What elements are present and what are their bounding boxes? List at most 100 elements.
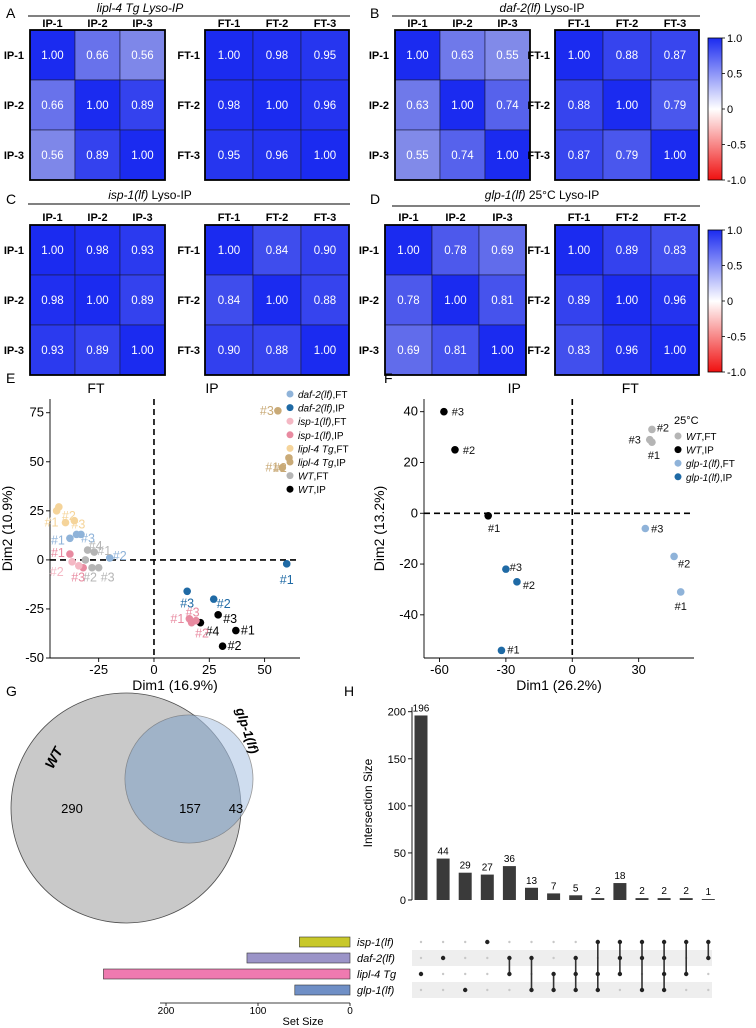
- heatmap-a-ft-cell-3-3: [300, 129, 350, 181]
- plot-e-point: [282, 560, 291, 568]
- heatmap-b-ft-value-1-2: 0.88: [616, 50, 638, 62]
- plot-e-legend-marker: [286, 485, 294, 493]
- upset-matrix-dot: [485, 939, 490, 945]
- heatmap-b-ft-col-label-3: FT-3: [664, 18, 687, 30]
- upset-matrix-dot: [684, 939, 689, 945]
- heatmap-a-ft-cell-1-2: [252, 29, 302, 81]
- heatmap-c-ft-row-label-3: FT-3: [177, 345, 200, 357]
- heatmap-a-ft: 1.00 0.98 0.95 0.98 1.00 0.96 0.95 0.96 1.00 FT-1…: [177, 18, 350, 181]
- heatmap-a-ip-col-label-3: IP-3: [132, 18, 152, 30]
- upset-matrix-empty-dot: [618, 988, 622, 992]
- upset-bar: [480, 874, 494, 900]
- upset-matrix-dot: [529, 987, 534, 993]
- heatmap-d-ip-row-label-3: IP-3: [359, 345, 379, 357]
- heatmap-b-ft-border: [554, 29, 700, 181]
- plot-e-legend-suffix: ,IP: [331, 431, 344, 442]
- plot-e-y-axis-label: Dim2 (10.9%): [0, 486, 15, 572]
- heatmap-b-ip-cell-1-2: [439, 29, 486, 81]
- plot-e-point: [90, 548, 99, 556]
- upset-matrix-empty-dot: [707, 988, 710, 992]
- plot-e-point: [52, 507, 61, 515]
- heatmap-a-ft-col-label-3: FT-3: [314, 18, 337, 30]
- upset-matrix-dot: [661, 971, 667, 977]
- upset-matrix-empty-dot: [419, 988, 423, 992]
- upset-matrix-dot: [661, 987, 667, 993]
- cb2-tick-label: 1.0: [727, 225, 742, 237]
- plot-e-point-label: #2: [217, 597, 231, 611]
- plot-f-point: [497, 646, 506, 655]
- heatmap-b-ft-row-label-3: FT-3: [527, 150, 550, 162]
- upset-set-size-bar: [294, 984, 351, 996]
- heatmap-b-ip-row-label-1: IP-1: [369, 50, 389, 62]
- heatmap-a-ft-col-label-2: FT-2: [266, 18, 289, 30]
- heatmap-d-ft: 1.00 0.89 0.83 0.89 1.00 0.96 0.83 0.96 1.00 FT-1…: [527, 212, 700, 376]
- heatmap-a-ft-cell-2-3: [300, 79, 350, 131]
- heatmap-c-ip-value-2-2: 1.00: [86, 295, 108, 307]
- plot-e-point: [68, 558, 76, 566]
- heatmap-b-ft-row-label-1: FT-1: [527, 50, 550, 62]
- plot-f-x-tick-label: 30: [631, 662, 645, 677]
- plot-e-point: [66, 550, 74, 558]
- upset-matrix-dot: [507, 955, 512, 961]
- heatmap-d-ip-value-1-2: 0.78: [444, 245, 466, 257]
- cb2-tick-label: -0.5: [727, 332, 746, 344]
- panel-b-title-gene: daf-2(lf): [500, 1, 541, 15]
- upset-set-size-label: Set Size: [283, 1016, 324, 1028]
- plot-e-legend-entry: WT,FT: [298, 472, 329, 483]
- heatmap-c-ft-value-2-2: 1.00: [266, 295, 288, 307]
- heatmap-d-ft-cell-3-1: [554, 324, 604, 376]
- heatmap-b-ip-col-label-3: IP-3: [497, 18, 517, 30]
- plot-e-point: [209, 595, 218, 603]
- plot-f-legend-name: WT: [686, 446, 702, 457]
- upset-matrix-empty-dot: [707, 972, 710, 976]
- plot-f-y-tick-label: -20: [399, 556, 418, 571]
- upset-set-name: daf-2(lf): [357, 953, 395, 965]
- heatmap-b-ip-value-2-3: 0.74: [496, 100, 519, 112]
- plot-e-legend-entry: daf-2(lf),FT: [298, 390, 347, 401]
- heatmap-c-ft-cell-2-1: [204, 274, 254, 326]
- plot-e-legend-name: isp-1(lf): [298, 417, 331, 428]
- upset-matrix-empty-dot: [419, 956, 423, 960]
- heatmap-a-ip-col-label-2: IP-2: [87, 18, 107, 30]
- upset-bar-value: 196: [413, 703, 430, 714]
- heatmap-b-ft-value-3-3: 1.00: [664, 150, 686, 162]
- heatmap-b-ip-value-3-3: 1.00: [496, 150, 518, 162]
- cb2-gradient: [707, 229, 723, 373]
- plot-e-point-label: #3: [186, 606, 200, 620]
- upset-matrix-dot: [661, 939, 667, 945]
- panel-letter-b: B: [370, 5, 379, 21]
- heatmap-a-ip-value-3-1: 0.56: [41, 150, 63, 162]
- heatmap-b-ip-row-label-2: IP-2: [369, 100, 389, 112]
- upset-bar: [657, 898, 671, 900]
- heatmap-b-ft-value-2-1: 0.88: [568, 100, 590, 112]
- heatmap-d-ft-value-1-1: 1.00: [568, 245, 590, 257]
- heatmap-a-ft-value-2-2: 1.00: [266, 100, 288, 112]
- plot-f-x-axis-label: Dim1 (26.2%): [516, 677, 602, 693]
- upset-matrix-dot: [639, 955, 645, 961]
- colorbar-top: 1.0 0.5 0 -0.5 -1.0: [707, 33, 746, 187]
- heatmap-c-ip-value-3-2: 0.89: [86, 345, 108, 357]
- plot-e-point: [61, 518, 70, 527]
- upset-matrix-empty-dot: [441, 972, 445, 976]
- plot-e-legend-name: WT: [298, 472, 314, 483]
- heatmap-b-ft-value-1-3: 0.87: [664, 50, 686, 62]
- heatmap-d-ft-row-label-3: FT-2: [527, 345, 550, 357]
- upset-matrix-dot: [617, 939, 623, 945]
- plot-e-point-label: #4: [205, 625, 219, 639]
- upset-bar: [525, 887, 538, 900]
- heatmap-a-ft-value-3-3: 1.00: [314, 150, 336, 162]
- heatmap-a-ft-col-label-1: FT-1: [218, 18, 241, 30]
- heatmap-b-ft-cell-1-3: [650, 29, 700, 81]
- heatmap-d-ft-cell-2-1: [554, 274, 604, 326]
- heatmap-b-ft-value-2-3: 0.79: [664, 100, 686, 112]
- heatmap-d-ip-col-label-2: IP-2: [445, 212, 465, 224]
- plot-f-point: [676, 588, 685, 596]
- heatmap-d-ip: 1.00 0.78 0.69 0.78 1.00 0.81 0.69 0.81 1.00 IP-1…: [359, 212, 527, 376]
- upset-matrix-row-shade: [412, 950, 712, 966]
- plot-f-point: [440, 407, 448, 416]
- plot-e-legend-marker: [286, 458, 294, 466]
- heatmap-a-ft-value-1-3: 0.95: [314, 50, 336, 62]
- plot-f-point-label: #1: [648, 450, 660, 462]
- plot-e-point: [66, 534, 74, 543]
- plot-e-legend-name: lipl-4 Tg: [298, 458, 334, 469]
